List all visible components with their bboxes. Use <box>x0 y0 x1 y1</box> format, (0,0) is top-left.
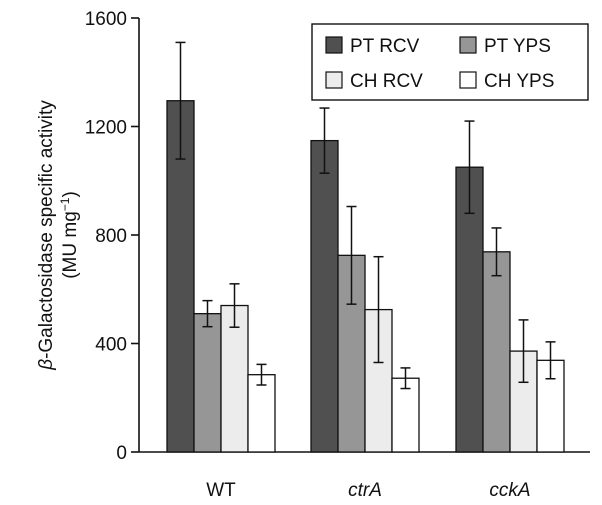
legend-item: PT YPS <box>459 36 551 57</box>
y-axis-label-main: -Galactosidase specific activity <box>36 100 57 359</box>
legend-swatch <box>325 71 343 89</box>
error-bars <box>175 41 556 390</box>
legend-item: CH RCV <box>325 71 423 92</box>
y-axis-label: β-Galactosidase specific activity <box>36 100 57 371</box>
legend-swatch <box>325 36 343 54</box>
legend-item: CH YPS <box>459 71 554 92</box>
legend: PT RCV PT YPS CH RCV CH YPS <box>311 23 589 101</box>
bar-ch-yps-ctra <box>391 377 420 453</box>
y-tick-label: 1200 <box>85 118 127 139</box>
legend-label: CH YPS <box>484 71 554 92</box>
y-axis-unit-base: (MU mg <box>60 211 81 279</box>
x-category-label: ctrA <box>348 480 382 501</box>
y-tick-label: 400 <box>95 335 127 356</box>
legend-label: PT RCV <box>350 36 420 57</box>
error-bar <box>373 255 384 364</box>
error-bar <box>491 227 502 277</box>
y-tick-label: 1600 <box>85 9 127 30</box>
x-category-label: cckA <box>489 480 530 501</box>
legend-label: CH RCV <box>350 71 423 92</box>
error-bar <box>175 41 186 160</box>
y-tick-label: 800 <box>95 226 127 247</box>
error-bar <box>464 120 475 215</box>
legend-swatch <box>459 71 477 89</box>
error-bar <box>400 367 411 390</box>
bars <box>166 100 565 453</box>
error-bar <box>229 283 240 328</box>
y-tick-label: 0 <box>116 443 127 464</box>
y-axis: 0 400 800 1200 1600 <box>85 9 590 464</box>
x-category-label: WT <box>206 480 236 501</box>
bar-ch-yps-wt <box>247 374 276 453</box>
legend-box <box>311 23 589 101</box>
error-bar <box>545 341 556 380</box>
error-bar <box>319 107 330 174</box>
error-bar <box>518 319 529 384</box>
y-axis-label-beta: β <box>36 359 57 371</box>
bar-pt-yps-ccka <box>482 251 511 453</box>
y-axis-unit-close: ) <box>60 191 81 197</box>
x-category-labels: WT ctrA cckA <box>206 480 530 501</box>
error-bar <box>202 299 213 328</box>
error-bar <box>346 205 357 305</box>
bar-pt-rcv-wt <box>166 100 195 453</box>
bar-pt-rcv-ctra <box>310 139 339 453</box>
y-axis-unit-sup: −1 <box>58 197 72 211</box>
legend-swatch <box>459 36 477 54</box>
legend-item: PT RCV <box>325 36 420 57</box>
error-bar <box>256 363 267 386</box>
y-axis-unit: (MU mg−1) <box>58 191 81 279</box>
bar-pt-yps-wt <box>193 313 222 453</box>
legend-label: PT YPS <box>484 36 551 57</box>
